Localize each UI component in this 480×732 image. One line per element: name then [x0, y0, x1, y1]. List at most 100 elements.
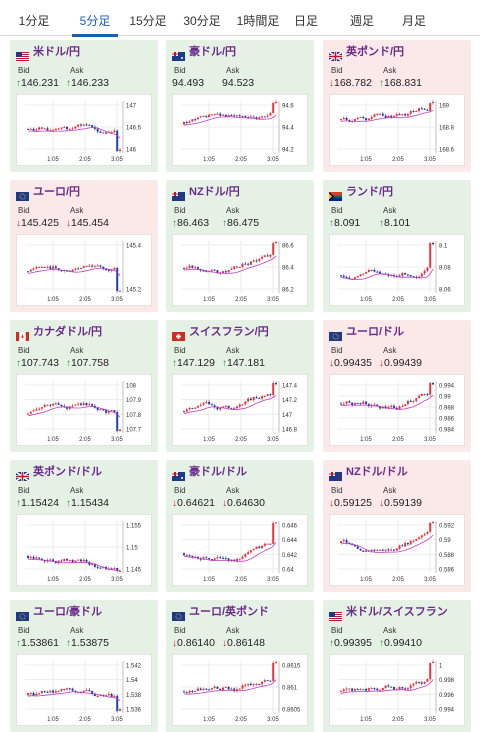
candle-body [105, 695, 108, 697]
currency-pair-link[interactable]: 英ポンド/ドル [33, 466, 103, 478]
card-header: 豪ドル/円 [172, 45, 237, 61]
card-header: NZドル/ドル [329, 465, 408, 481]
currency-pair-link[interactable]: NZドル/ドル [346, 466, 408, 478]
ask-value: 0.64630 [227, 497, 265, 509]
rate-card[interactable]: NZドル/円 Bid Ask ↑86.463 ↑86.475 86.6 86.4 86.2 1:… [166, 180, 314, 312]
rate-card[interactable]: ランド/円 Bid Ask ↑8.091 ↑8.101 8.1 8.08 8.06 1:05 2:… [323, 180, 471, 312]
currency-pair-link[interactable]: ユーロ/円 [33, 186, 81, 198]
candle-body [224, 686, 227, 688]
candle-body [415, 398, 418, 401]
bid-value: 146.231 [21, 77, 59, 89]
candle-body [110, 693, 113, 697]
candle-body [390, 405, 393, 408]
candle-body [367, 118, 370, 121]
candle-body [196, 688, 199, 691]
candle-body [210, 688, 213, 690]
candle-body [359, 402, 362, 404]
mini-chart[interactable]: 147.4 147.2 147 146.8 1:05 2:05 3:05 [172, 374, 308, 446]
currency-pair-link[interactable]: スイスフラン/円 [189, 326, 269, 338]
mini-chart[interactable]: 86.6 86.4 86.2 1:05 2:05 3:05 [172, 234, 308, 306]
candle-body [210, 269, 213, 271]
mini-chart[interactable]: 108 107.9 107.8 107.7 1:05 2:05 3:05 [16, 374, 152, 446]
currency-pair-link[interactable]: カナダドル/円 [33, 326, 103, 338]
mini-chart[interactable]: 0.994 0.99 0.988 0.986 0.984 1:05 2:05 3:05 [329, 374, 465, 446]
arrow-up-icon: ↑ [329, 638, 334, 649]
currency-pair-link[interactable]: 豪ドル/ドル [189, 466, 248, 478]
currency-pair-link[interactable]: 英ポンド/円 [346, 46, 405, 58]
mini-chart[interactable]: 0.646 0.644 0.642 0.64 1:05 2:05 3:05 [172, 514, 308, 586]
candle-body [244, 685, 247, 687]
currency-pair-link[interactable]: ランド/円 [346, 186, 394, 198]
candle-body [43, 405, 46, 408]
tab-3[interactable]: 30分足 [183, 14, 221, 28]
rate-card[interactable]: 英ポンド/円 Bid Ask ↓168.782 ↑168.831 169 168.8 168.… [323, 40, 471, 172]
y-tick-label: 147 [126, 104, 137, 110]
tab-7[interactable]: 月足 [401, 14, 426, 28]
mini-chart[interactable]: 8.1 8.08 8.06 1:05 2:05 3:05 [329, 234, 465, 306]
x-tick-label: 3:05 [424, 577, 436, 583]
ask-label: Ask [70, 346, 84, 355]
candle-body [340, 403, 342, 405]
mini-chart[interactable]: 145.4 145.2 1:05 2:05 3:05 [16, 234, 152, 306]
candle-body [46, 691, 49, 693]
rate-card[interactable]: NZドル/ドル Bid Ask ↓0.59125 ↓0.59139 0.592 0.59 0.… [323, 460, 471, 592]
candle-body [208, 401, 211, 405]
candle-body [38, 693, 41, 695]
currency-pair-link[interactable]: NZドル/円 [189, 186, 240, 198]
tab-4[interactable]: 1時間足 [236, 14, 280, 28]
arrow-up-icon: ↑ [66, 358, 71, 369]
mini-chart[interactable]: 1.155 1.15 1.145 1:05 2:05 3:05 [16, 514, 152, 586]
rate-card[interactable]: 米ドル/スイスフラン Bid Ask ↑0.99395 ↑0.99410 1 0.998 0.… [323, 600, 471, 732]
bid-price: ↑0.99395 [329, 637, 372, 649]
y-tick-label: 86.4 [282, 266, 294, 272]
candle-body [116, 695, 119, 711]
rate-card[interactable]: カナダドル/円 Bid Ask ↑107.743 ↑107.758 108 107.9 107… [10, 320, 158, 452]
moving-average-line [183, 114, 277, 126]
mini-chart[interactable]: 94.6 94.4 94.2 1:05 2:05 3:05 [172, 94, 308, 166]
candle-body [395, 114, 398, 116]
tab-0[interactable]: 1分足 [18, 14, 50, 28]
currency-pair-link[interactable]: 豪ドル/円 [189, 46, 237, 58]
candle-body [238, 558, 241, 560]
candle-body [365, 550, 368, 552]
tab-6[interactable]: 週足 [349, 14, 374, 28]
tab-1[interactable]: 5分足 [66, 0, 124, 37]
candle-body [269, 543, 272, 545]
candle-body [359, 548, 362, 551]
mini-chart[interactable]: 169 168.8 168.6 1:05 2:05 3:05 [329, 94, 465, 166]
rate-card[interactable]: ユーロ/英ポンド Bid Ask ↓0.86140 ↓0.86148 0.8615 0.86… [166, 600, 314, 732]
rate-card[interactable]: ユーロ/豪ドル Bid Ask ↑1.53861 ↑1.53875 1.542 1.54 1.… [10, 600, 158, 732]
candle-body [183, 691, 185, 693]
arrow-up-icon: ↑ [172, 218, 177, 229]
rate-card[interactable]: 豪ドル/円 Bid Ask 94.493 94.523 94.6 94.4 94.2 1:05 2… [166, 40, 314, 172]
candle-body [342, 403, 345, 405]
mini-chart[interactable]: 1 0.998 0.996 0.994 1:05 2:05 3:05 [329, 654, 465, 726]
candle-body [46, 404, 49, 406]
rate-card[interactable]: 米ドル/円 Bid Ask ↑146.231 ↑146.233 147 146.5 146 1:… [10, 40, 158, 172]
rate-card[interactable]: 英ポンド/ドル Bid Ask ↑1.15424 ↑1.15434 1.155 1.15 1.… [10, 460, 158, 592]
mini-chart[interactable]: 0.592 0.59 0.588 0.586 1:05 2:05 3:05 [329, 514, 465, 586]
tab-2[interactable]: 15分足 [129, 14, 167, 28]
rate-card[interactable]: ユーロ/円 Bid Ask ↓145.425 ↓145.454 145.4 145.2 1:0… [10, 180, 158, 312]
candle-body [27, 128, 29, 130]
arrow-down-icon: ↓ [379, 358, 384, 369]
x-tick-label: 2:05 [392, 577, 404, 583]
currency-pair-link[interactable]: 米ドル/円 [33, 46, 81, 58]
currency-pair-link[interactable]: ユーロ/ドル [346, 326, 405, 338]
rate-card[interactable]: ユーロ/ドル Bid Ask ↓0.99435 ↓0.99439 0.994 0.99 0.9… [323, 320, 471, 452]
mini-chart[interactable]: 0.8615 0.861 0.8605 1:05 2:05 3:05 [172, 654, 308, 726]
ask-price: 94.523 [222, 77, 254, 89]
candle-body [235, 689, 238, 691]
currency-pair-link[interactable]: 米ドル/スイスフラン [346, 606, 448, 618]
candle-body [365, 271, 368, 274]
candle-body [261, 116, 264, 118]
mini-chart[interactable]: 147 146.5 146 1:05 2:05 3:05 [16, 94, 152, 166]
currency-pair-link[interactable]: ユーロ/英ポンド [189, 606, 270, 618]
rate-card[interactable]: 豪ドル/ドル Bid Ask ↓0.64621 ↓0.64630 0.646 0.644 0.… [166, 460, 314, 592]
currency-pair-link[interactable]: ユーロ/豪ドル [33, 606, 103, 618]
tab-5[interactable]: 日足 [293, 14, 318, 28]
bid-price: ↑86.463 [172, 217, 209, 229]
card-header: 豪ドル/ドル [172, 465, 248, 481]
mini-chart[interactable]: 1.542 1.54 1.538 1.536 1:05 2:05 3:05 [16, 654, 152, 726]
rate-card[interactable]: スイスフラン/円 Bid Ask ↑147.129 ↑147.181 147.4 147.2… [166, 320, 314, 452]
